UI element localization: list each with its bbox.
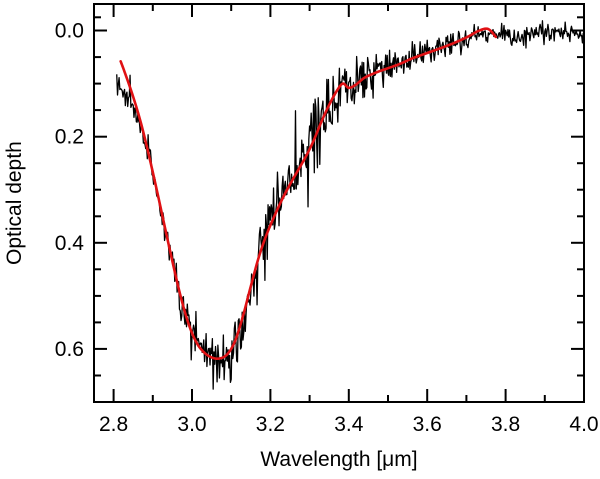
x-tick-label: 3.4 bbox=[334, 413, 364, 436]
plot-data-layer bbox=[116, 20, 583, 390]
x-tick-label: 3.0 bbox=[177, 413, 206, 436]
y-tick-label: 0.4 bbox=[55, 232, 85, 255]
x-tick-label: 3.8 bbox=[491, 413, 520, 436]
x-tick-label: 3.2 bbox=[256, 413, 285, 436]
observed-spectrum-line bbox=[116, 20, 583, 390]
x-axis-title: Wavelength [μm] bbox=[260, 448, 418, 471]
y-axis-title: Optical depth bbox=[3, 141, 26, 265]
plot-frame bbox=[93, 3, 585, 403]
x-tick-label: 4.0 bbox=[569, 413, 598, 436]
y-tick-label: 0.0 bbox=[55, 20, 84, 43]
model-fit-line bbox=[119, 27, 498, 360]
y-tick-label: 0.6 bbox=[55, 338, 84, 361]
y-tick-label: 0.2 bbox=[55, 126, 84, 149]
x-tick-label: 3.6 bbox=[413, 413, 442, 436]
x-tick-label: 2.8 bbox=[99, 413, 128, 436]
